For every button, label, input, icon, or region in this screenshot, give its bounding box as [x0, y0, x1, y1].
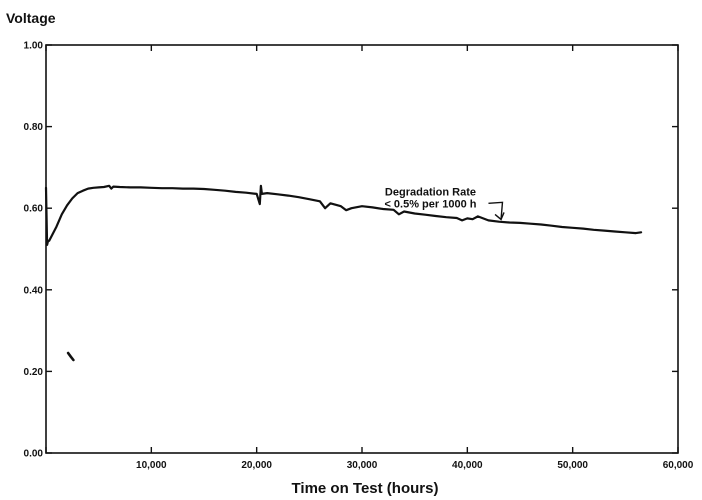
x-tick-label: 60,000 — [663, 460, 694, 471]
x-tick-label: 50,000 — [557, 460, 588, 471]
y-tick-label: 0.60 — [24, 204, 44, 215]
annotation-arrowhead — [494, 212, 505, 221]
series-line-1 — [44, 184, 643, 246]
y-tick-label: 0.20 — [24, 367, 44, 378]
annotation-group: Degradation Rate < 0.5% per 1000 h — [384, 186, 505, 221]
annotation-line-2: < 0.5% per 1000 h — [384, 198, 476, 210]
x-tick-label: 40,000 — [452, 460, 483, 471]
y-tick-label: 1.00 — [24, 41, 44, 52]
y-tick-label: 0.40 — [24, 285, 44, 296]
y-axis: 0.00 0.20 0.40 0.60 0.80 1.00 — [24, 41, 678, 460]
x-axis: 10,000 20,000 30,000 40,000 50,000 60,000 — [45, 45, 694, 471]
x-tick-label: 10,000 — [136, 460, 167, 471]
series-group — [44, 184, 643, 362]
x-axis-label: Time on Test (hours) — [292, 480, 439, 497]
annotation-arrow — [488, 201, 504, 220]
y-tick-label: 0.00 — [24, 449, 44, 460]
series-line-2 — [66, 351, 75, 362]
y-tick-label: 0.80 — [24, 122, 44, 133]
y-axis-label: Voltage — [6, 10, 56, 26]
plot-frame — [45, 44, 679, 454]
x-tick-label: 20,000 — [241, 460, 272, 471]
annotation-line-1: Degradation Rate — [385, 186, 476, 198]
x-tick-label: 30,000 — [347, 460, 378, 471]
